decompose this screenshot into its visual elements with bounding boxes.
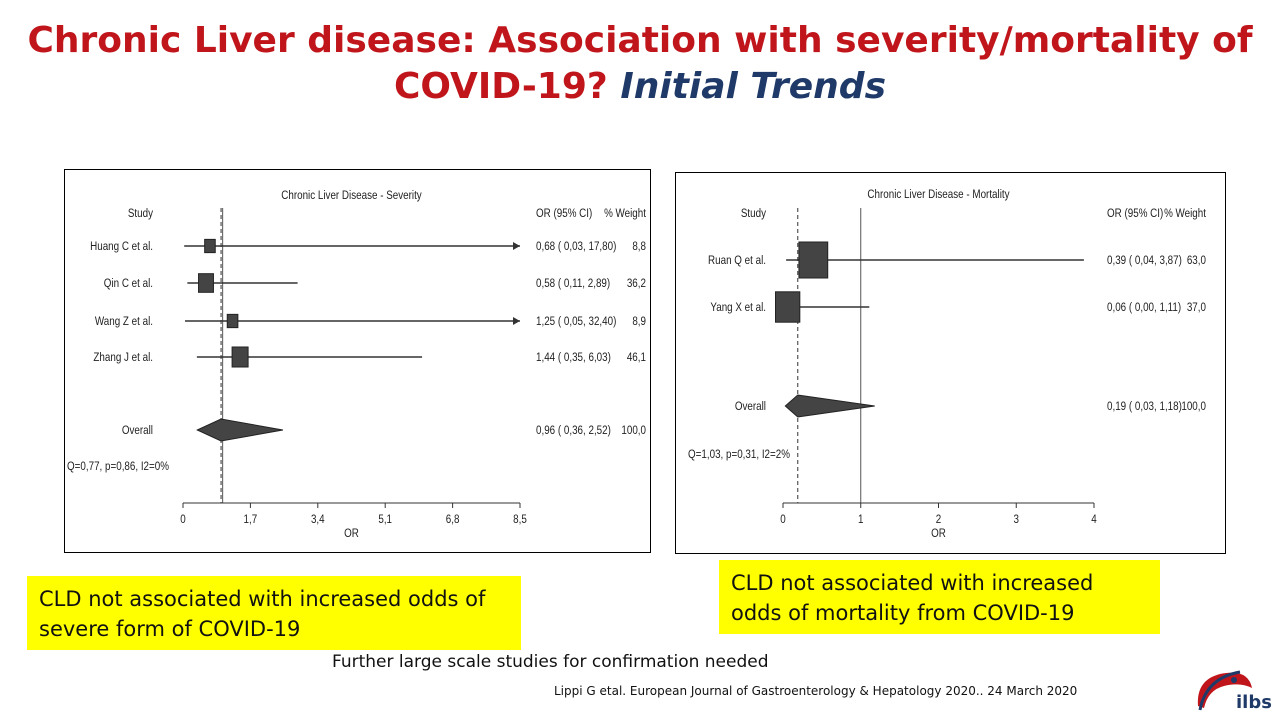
overall-weight-label: 100,0: [621, 424, 646, 437]
note-mortality: CLD not associated with increased odds o…: [719, 560, 1160, 634]
overall-diamond: [784, 394, 875, 418]
study-box: [798, 241, 829, 279]
x-tick-label: 0: [780, 513, 785, 526]
x-tick-label: 5,1: [378, 513, 392, 526]
study-or-label: 0,58 ( 0,11, 2,89): [536, 277, 610, 290]
study-label: Wang Z et al.: [95, 315, 153, 328]
slide-title: Chronic Liver disease: Association with …: [0, 18, 1280, 110]
study-or-label: 0,68 ( 0,03, 17,80): [536, 240, 616, 253]
study-or-label: 1,44 ( 0,35, 6,03): [536, 351, 611, 364]
note-severity: CLD not associated with increased odds o…: [27, 576, 521, 650]
study-label: Yang X et al.: [710, 301, 766, 314]
x-tick-label: 6,8: [446, 513, 460, 526]
x-axis-label: OR: [931, 527, 946, 540]
study-box: [231, 346, 249, 368]
x-tick-label: 3: [1014, 513, 1019, 526]
x-tick-label: 3,4: [311, 513, 325, 526]
study-box: [204, 238, 216, 254]
overall-weight-label: 100,0: [1181, 400, 1206, 413]
column-header-weight: % Weight: [604, 207, 646, 220]
title-main: Chronic Liver disease: Association with …: [27, 20, 1253, 107]
x-tick-label: 0: [180, 513, 185, 526]
column-header-or: OR (95% CI): [1107, 207, 1163, 220]
heterogeneity-label: Q=1,03, p=0,31, I2=2%: [688, 448, 790, 461]
study-weight-label: 36,2: [627, 277, 646, 290]
column-header-weight: % Weight: [1164, 207, 1206, 220]
study-weight-label: 63,0: [1187, 254, 1206, 267]
study-label: Zhang J et al.: [93, 351, 153, 364]
study-or-label: 0,06 ( 0,00, 1,11): [1107, 301, 1181, 314]
column-header-or: OR (95% CI): [536, 207, 592, 220]
x-tick-label: 2: [936, 513, 941, 526]
overall-or-label: 0,19 ( 0,03, 1,18): [1107, 400, 1182, 413]
study-weight-label: 37,0: [1187, 301, 1206, 314]
footer-text: Further large scale studies for confirma…: [332, 652, 769, 672]
x-axis-label: OR: [344, 527, 359, 540]
ci-arrow: [513, 317, 520, 325]
study-or-label: 1,25 ( 0,05, 32,40): [536, 315, 616, 328]
logo-text: ilbs: [1236, 692, 1272, 713]
overall-label: Overall: [122, 424, 153, 437]
study-box: [775, 291, 801, 323]
study-or-label: 0,39 ( 0,04, 3,87): [1107, 254, 1182, 267]
x-tick-label: 8,5: [513, 513, 527, 526]
study-box: [198, 273, 214, 293]
study-label: Ruan Q et al.: [708, 254, 766, 267]
forest-plot-mortality: Chronic Liver Disease - Mortality Study OR…: [675, 172, 1226, 554]
study-box: [226, 313, 239, 329]
x-tick-label: 1,7: [244, 513, 258, 526]
overall-or-label: 0,96 ( 0,36, 2,52): [536, 424, 611, 437]
study-weight-label: 8,9: [632, 315, 646, 328]
study-label: Qin C et al.: [104, 277, 153, 290]
chart-title: Chronic Liver Disease - Mortality: [867, 188, 1010, 201]
ilbs-logo-icon: [1190, 660, 1280, 720]
study-label: Huang C et al.: [90, 240, 153, 253]
overall-label: Overall: [735, 400, 766, 413]
chart-title: Chronic Liver Disease - Severity: [281, 189, 422, 202]
heterogeneity-label: Q=0,77, p=0,86, I2=0%: [67, 460, 169, 473]
column-header-study: Study: [128, 207, 154, 220]
citation: Lippi G etal. European Journal of Gastro…: [554, 684, 1078, 698]
title-sub: Initial Trends: [620, 66, 887, 107]
column-header-study: Study: [741, 207, 767, 220]
forest-plot-severity: Chronic Liver Disease - Severity Study OR …: [64, 169, 651, 553]
ci-arrow: [513, 242, 520, 250]
x-tick-label: 4: [1091, 513, 1096, 526]
study-weight-label: 8,8: [632, 240, 646, 253]
study-weight-label: 46,1: [627, 351, 646, 364]
forest-plot-severity-svg: Chronic Liver Disease - Severity Study OR …: [67, 189, 646, 540]
forest-plot-mortality-svg: Chronic Liver Disease - Mortality Study OR…: [688, 188, 1206, 540]
overall-diamond: [196, 418, 283, 442]
x-tick-label: 1: [858, 513, 863, 526]
